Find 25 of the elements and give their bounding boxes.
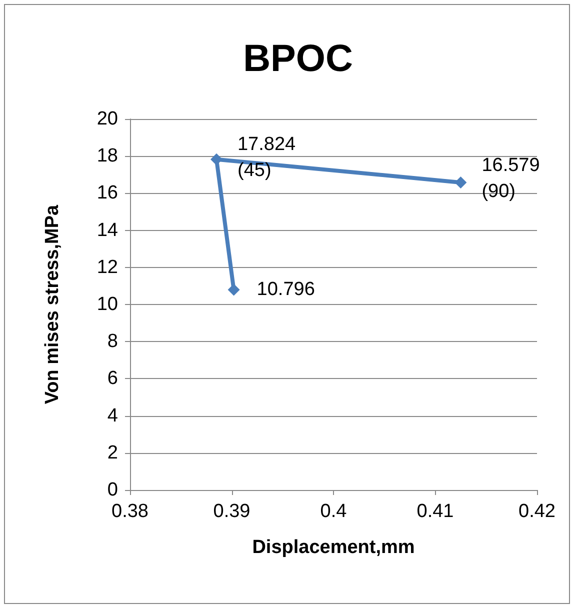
data-label: 16.579 (90): [482, 154, 540, 202]
point: [228, 284, 240, 296]
y-tick-label: 16: [96, 182, 118, 204]
x-tick-label: 0.39: [213, 501, 250, 522]
chart-title: BPOC: [243, 38, 353, 80]
y-tick-label: 10: [96, 294, 118, 315]
y-tick-label: 12: [96, 256, 118, 278]
x-tick-label: 0.41: [416, 501, 454, 522]
y-tick-label: 2: [107, 442, 118, 464]
x-axis-title: Displacement,mm: [252, 537, 415, 558]
point: [454, 176, 467, 188]
y-tick-label: 8: [107, 331, 118, 352]
x-tick-label: 0.38: [112, 501, 148, 522]
y-axis-title: Von mises stress,MPa: [42, 204, 63, 404]
y-tick-label: 20: [96, 108, 118, 130]
data-label: 17.824 (45): [237, 134, 296, 181]
y-tick-label: 14: [96, 220, 118, 241]
y-tick-label: 4: [107, 405, 118, 426]
y-tick-label: 6: [107, 368, 118, 390]
y-tick-label: 0: [107, 480, 118, 500]
data-label: 10.796: [256, 279, 315, 300]
x-tick-label: 0.42: [518, 501, 556, 522]
point: [210, 153, 222, 166]
x-tick-label: 0.4: [320, 501, 348, 522]
y-tick-label: 18: [96, 146, 118, 167]
